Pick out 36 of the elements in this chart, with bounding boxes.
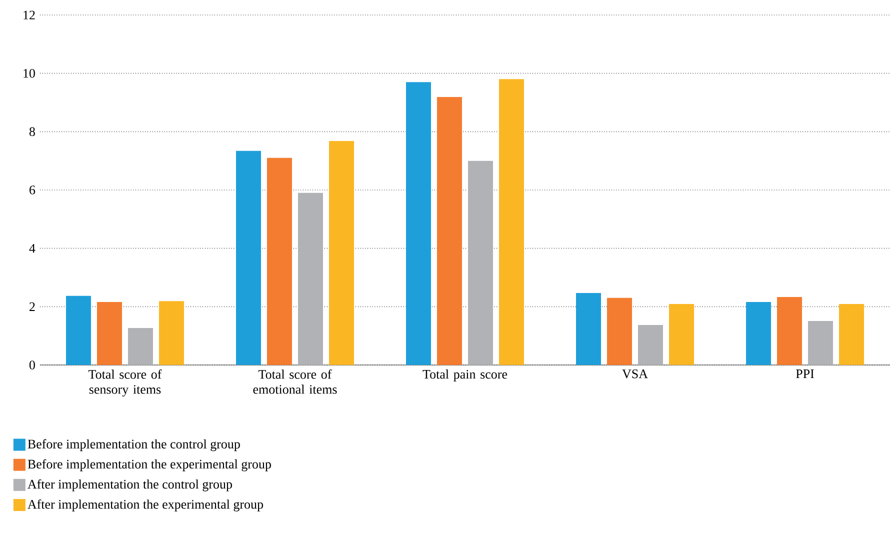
bar (97, 302, 122, 365)
x-tick-label: PPI (796, 370, 814, 378)
bar (808, 320, 834, 365)
bar (406, 82, 432, 365)
x-tick-label: Total pain score (422, 370, 508, 382)
legend-label: After implementation the control group (28, 479, 232, 492)
bar (66, 296, 91, 365)
bar (607, 298, 632, 365)
bar (128, 328, 153, 365)
y-tick-label: 10 (24, 68, 35, 78)
legend-label: Before implementation the experimental group (28, 459, 271, 472)
bar (159, 301, 184, 365)
legend-label: Before implementation the control group (28, 439, 240, 452)
bar (746, 302, 772, 365)
bar (499, 79, 524, 365)
x-tick-label: VSA (622, 370, 648, 378)
bar (839, 304, 864, 365)
bar (298, 192, 324, 365)
y-tick-label: 12 (24, 10, 35, 20)
y-tick-label: 4 (29, 244, 36, 253)
legend-label: After implementation the experimental group (28, 499, 264, 512)
y-tick-label: 0 (29, 360, 35, 370)
bar (236, 150, 262, 365)
bar (638, 325, 664, 365)
bar (576, 292, 602, 365)
bar (267, 158, 292, 365)
bar (777, 297, 802, 365)
bar (329, 140, 354, 365)
bar (468, 160, 494, 365)
bar (669, 304, 694, 365)
x-tick-label: Total score of sensory items (88, 370, 162, 396)
x-tick-label: Total score of emotional items (253, 370, 337, 394)
y-tick-label: 2 (30, 302, 35, 311)
y-tick-label: 8 (29, 127, 35, 136)
bar (437, 96, 462, 365)
y-tick-label: 6 (30, 186, 36, 194)
